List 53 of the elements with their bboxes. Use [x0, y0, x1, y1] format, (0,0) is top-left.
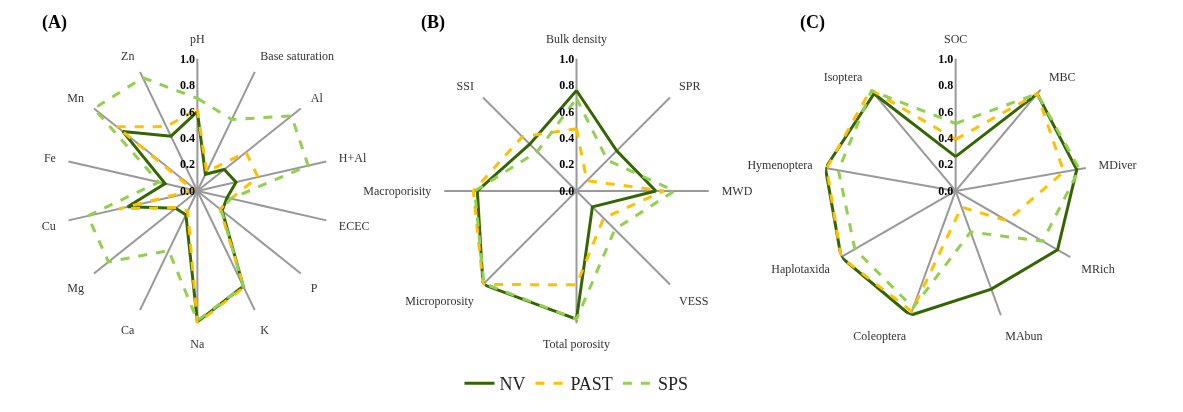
- legend-label: PAST: [570, 374, 613, 395]
- spoke-label: Coleoptera: [853, 329, 907, 344]
- legend-label: NV: [499, 374, 526, 395]
- y-tick-label: 1.0: [180, 51, 196, 66]
- spoke-label: MWD: [721, 184, 753, 199]
- spoke-label: P: [310, 281, 318, 296]
- legend-label: SPS: [657, 374, 688, 395]
- spoke-label: Cu: [41, 219, 56, 234]
- y-tick-label: 0.6: [559, 104, 575, 119]
- spoke-label: Haplotaxida: [771, 262, 831, 277]
- y-tick-label: 0.0: [938, 183, 954, 198]
- spoke-label: Hymenoptera: [747, 158, 814, 173]
- spoke-label: Macroporisity: [363, 184, 432, 199]
- y-tick-label: 0.2: [938, 157, 954, 172]
- spoke-label: MRich: [1081, 262, 1115, 277]
- y-tick-label: 1.0: [938, 51, 954, 66]
- spoke-label: H+Al: [338, 151, 367, 166]
- spoke-label: SSI: [456, 78, 474, 93]
- chart-title: (B): [421, 12, 445, 33]
- spoke-label: MDiver: [1098, 158, 1137, 173]
- y-tick-label: 1.0: [559, 51, 575, 66]
- spoke-label: Base saturation: [260, 48, 334, 63]
- chart-title: (C): [800, 12, 825, 33]
- y-tick-label: 0.0: [559, 183, 575, 198]
- spoke-label: Total porosity: [543, 337, 610, 352]
- spoke-label: Microporosity: [405, 294, 474, 309]
- y-tick-label: 0.4: [559, 130, 575, 145]
- chart-title: (A): [42, 12, 67, 33]
- y-tick-label: 0.6: [938, 104, 954, 119]
- spoke-label: Mg: [67, 281, 84, 296]
- spoke-label: ECEC: [338, 219, 370, 234]
- spoke-label: Isoptera: [823, 69, 863, 84]
- y-tick-label: 0.8: [559, 78, 575, 93]
- spoke-label: Al: [310, 91, 324, 106]
- spoke-label: Ca: [121, 323, 136, 338]
- spoke-label: SPR: [679, 78, 701, 93]
- y-tick-label: 0.4: [938, 130, 954, 145]
- y-tick-label: 0.8: [938, 78, 954, 93]
- spoke-label: VESS: [679, 294, 709, 309]
- spoke-label: pH: [190, 32, 206, 47]
- spoke-label: Zn: [121, 48, 135, 63]
- spoke-label: SOC: [943, 32, 968, 47]
- spoke-label: Mn: [67, 91, 84, 106]
- spoke-label: MAbun: [1005, 329, 1043, 344]
- y-tick-label: 0.2: [559, 157, 575, 172]
- spoke-label: MBC: [1048, 69, 1076, 84]
- y-tick-label: 0.2: [180, 157, 196, 172]
- y-tick-label: 0.8: [180, 78, 196, 93]
- spoke-label: Bulk density: [545, 32, 608, 47]
- y-tick-label: 0.4: [180, 130, 196, 145]
- spoke-label: Na: [190, 337, 206, 352]
- spoke-label: Fe: [43, 151, 56, 166]
- spoke-label: K: [260, 323, 270, 338]
